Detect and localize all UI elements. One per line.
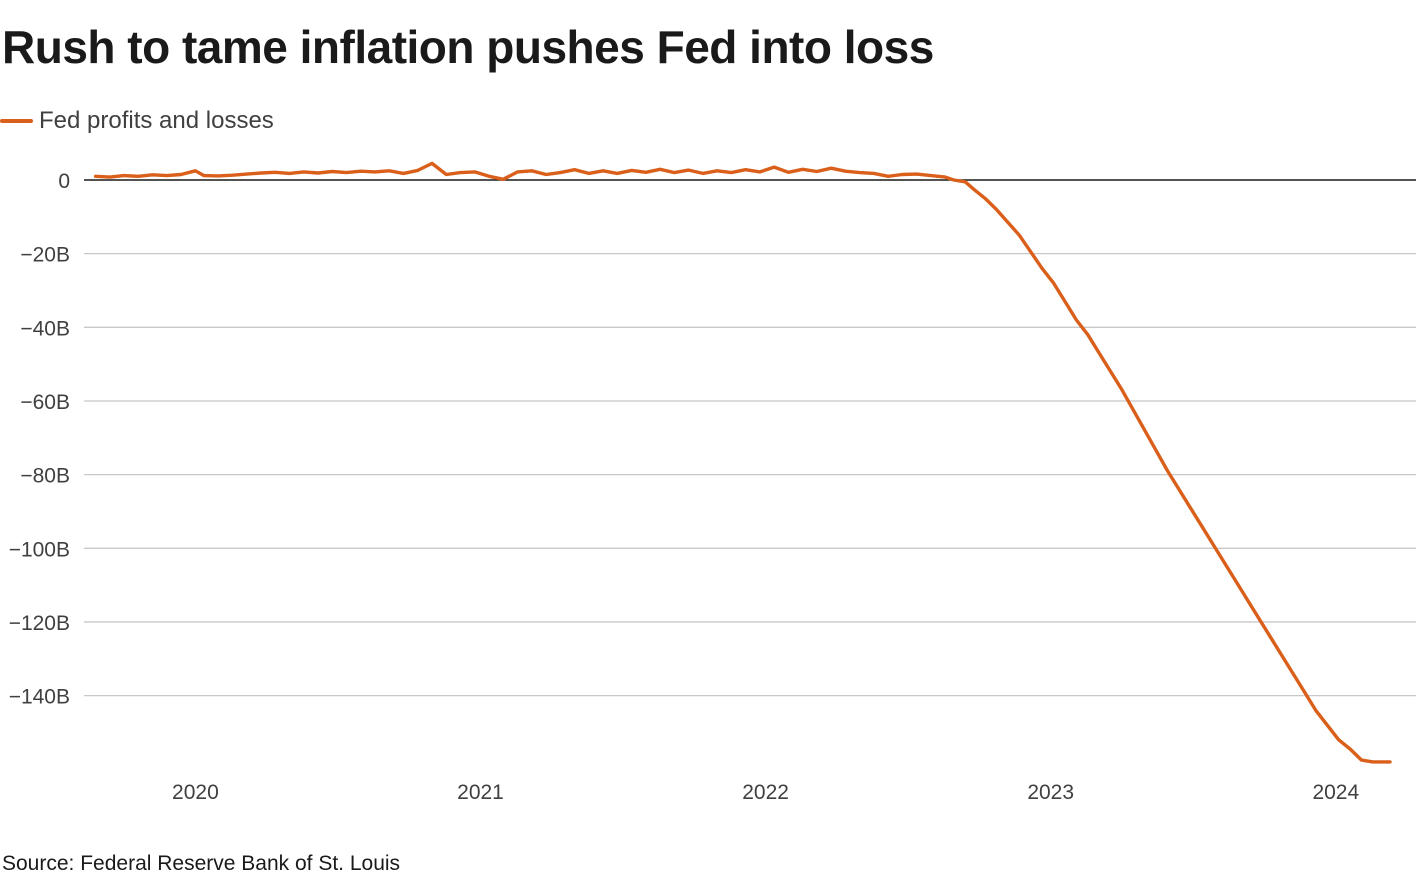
x-tick-label: 2023 xyxy=(1027,781,1074,804)
series-layer xyxy=(93,161,1392,764)
legend-swatch xyxy=(0,119,33,123)
y-tick-label: −80B xyxy=(20,465,70,488)
x-tick-label: 2020 xyxy=(172,781,219,804)
series-line-fed-profits-and-losses xyxy=(93,161,1392,764)
y-tick-label: −120B xyxy=(9,612,70,635)
y-tick-label: −20B xyxy=(20,244,70,267)
y-tick-label: −40B xyxy=(20,317,70,340)
y-tick-label: −100B xyxy=(9,538,70,561)
y-tick-label: 0 xyxy=(58,170,70,193)
x-tick-label: 2024 xyxy=(1312,781,1359,804)
y-tick-label: −60B xyxy=(20,391,70,414)
x-tick-label: 2021 xyxy=(457,781,504,804)
x-axis-labels: 2020 2021 2022 2023 2024 xyxy=(172,781,1359,804)
source-note: Source: Federal Reserve Bank of St. Loui… xyxy=(2,852,401,875)
legend: Fed profits and losses xyxy=(0,106,274,136)
x-tick-label: 2022 xyxy=(742,781,789,804)
legend-label: Fed profits and losses xyxy=(39,107,274,134)
gridlines xyxy=(84,179,1416,697)
y-axis-labels: 0 −20B −40B −60B −80B −100B −120B −140B xyxy=(9,170,70,709)
y-tick-label: −140B xyxy=(9,686,70,709)
chart-title: Rush to tame inflation pushes Fed into l… xyxy=(2,21,934,73)
